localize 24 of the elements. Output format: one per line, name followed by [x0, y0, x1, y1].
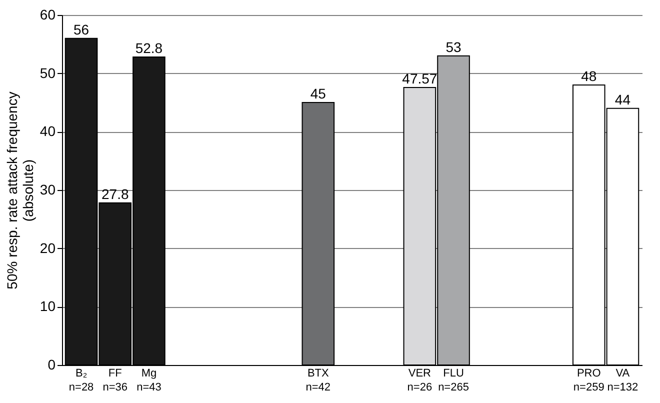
y-tick-label: 40: [40, 123, 56, 140]
y-axis-title: 50% resp. rate attack frequency (absolute): [4, 92, 36, 290]
y-tick-label: 0: [48, 356, 56, 372]
y-tick-label: 60: [40, 6, 56, 22]
data-label: 52.8: [135, 40, 163, 56]
data-label: 53: [446, 38, 462, 55]
data-label: 45: [310, 86, 326, 102]
x-tick-label: PRO n=259: [573, 368, 604, 394]
x-tick-label: FLU n=265: [438, 368, 469, 394]
x-tick-label: VER n=26: [407, 368, 432, 394]
data-label: 47.57: [402, 70, 438, 87]
x-tick-label: VA n=132: [607, 368, 638, 394]
data-label: 48: [581, 68, 597, 84]
x-tick-label: BTX n=42: [306, 368, 331, 394]
x-tick-label: FF n=36: [102, 368, 128, 394]
data-label: 27.8: [102, 186, 129, 202]
y-tick-label: 20: [40, 240, 56, 256]
y-tick-label: 50: [40, 64, 56, 81]
y-tick-label: 30: [40, 182, 56, 198]
x-tick-label: B₂ n=28: [68, 368, 94, 394]
data-label: 56: [74, 21, 90, 38]
x-tick-label: Mg n=43: [136, 368, 162, 394]
data-label: 44: [614, 91, 631, 108]
y-tick-label: 10: [40, 298, 56, 314]
